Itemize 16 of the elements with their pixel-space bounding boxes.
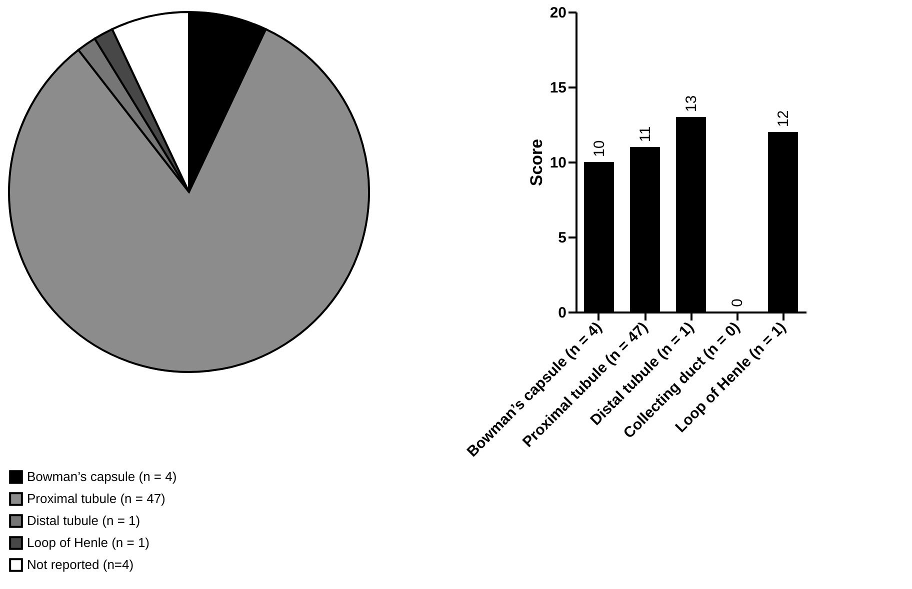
y-tick-label: 10 [550,154,566,172]
legend-label: Distal tubule (n = 1) [27,513,140,528]
legend-label: Not reported (n=4) [27,557,134,572]
data-label: 12 [775,110,792,127]
data-label: 0 [729,298,746,307]
y-tick-label: 0 [558,304,566,322]
legend-label: Loop of Henle (n = 1) [27,535,150,550]
y-tick-label: 15 [550,80,566,96]
y-axis-title: Score [526,138,546,186]
data-label: 13 [683,95,700,112]
y-tick-label: 20 [550,4,566,22]
legend-label: Proximal tubule (n = 47) [27,491,166,506]
data-label: 11 [637,126,654,142]
data-label: 10 [591,140,608,157]
y-tick-label: 5 [558,230,566,246]
legend-label: Bowman’s capsule (n = 4) [27,469,177,484]
